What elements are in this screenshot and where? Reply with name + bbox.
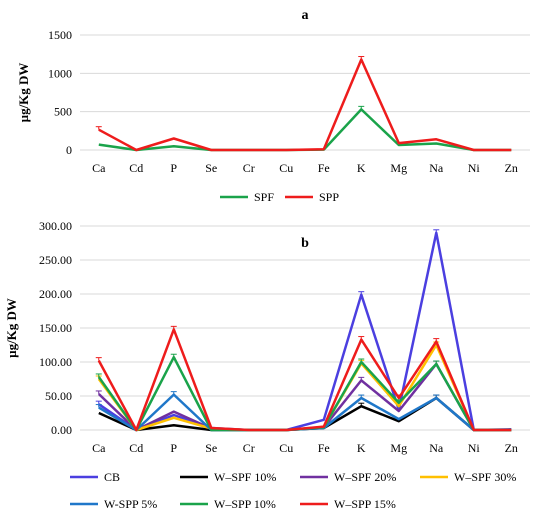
y-tick-label: 150.00 xyxy=(39,321,72,335)
chart-b: b 0.00 50.00 100.00 150.00 200.00 250.00 300.00… xyxy=(4,219,530,511)
x-tick-label: Zn xyxy=(505,161,518,175)
x-tick-label: Cr xyxy=(243,441,255,455)
y-axis-label: µg/Kg DW xyxy=(4,298,19,358)
x-tick-label: Ni xyxy=(468,441,481,455)
y-tick-label: 300.00 xyxy=(39,219,72,233)
series-line xyxy=(97,328,512,432)
legend: CB W–SPF 10% W–SPF 20% W–SPF 30% W-SPP 5% W–S… xyxy=(70,470,516,511)
x-tick-label: K xyxy=(357,441,366,455)
x-tick-label: Se xyxy=(205,161,217,175)
x-tick-label: Mg xyxy=(390,441,407,455)
y-tick-label: 1500 xyxy=(48,28,72,42)
legend-label: W-SPP 5% xyxy=(104,497,157,511)
x-tick-label: Cr xyxy=(243,161,255,175)
legend-label: W–SPF 10% xyxy=(214,470,276,484)
x-tick-label: Cd xyxy=(129,161,143,175)
x-tick-label: P xyxy=(170,161,177,175)
x-tick-label: Fe xyxy=(318,161,330,175)
y-axis-label: µg/Kg DW xyxy=(16,63,31,123)
x-tick-label: Na xyxy=(429,161,444,175)
legend-label: W–SPF 20% xyxy=(334,470,396,484)
y-tick-label: 100.00 xyxy=(39,355,72,369)
x-tick-label: Ni xyxy=(468,161,481,175)
legend-label: SPF xyxy=(254,190,274,204)
y-tick-label: 250.00 xyxy=(39,253,72,267)
y-tick-label: 0 xyxy=(66,143,72,157)
x-tick-label: Zn xyxy=(505,441,518,455)
y-tick-label: 200.00 xyxy=(39,287,72,301)
chart-title: a xyxy=(302,8,309,23)
legend-label: W–SPF 30% xyxy=(454,470,516,484)
x-tick-label: K xyxy=(357,161,366,175)
series-line xyxy=(98,58,512,152)
x-tick-label: Se xyxy=(205,441,217,455)
x-tick-label: Ca xyxy=(92,441,106,455)
chart-a: a 0 500 1000 1500 µg/Kg DW Ca Cd P Se Cr Cu Fe K Mg Na N… xyxy=(16,8,530,204)
legend-label: W–SPP 10% xyxy=(214,497,276,511)
legend-label: SPP xyxy=(319,190,339,204)
y-tick-label: 0.00 xyxy=(51,423,72,437)
x-tick-label: Cu xyxy=(279,161,293,175)
legend: SPF SPP xyxy=(220,190,339,204)
x-tick-label: Na xyxy=(429,441,444,455)
legend-label: W–SPP 15% xyxy=(334,497,396,511)
y-tick-label: 1000 xyxy=(48,66,72,80)
x-tick-label: Ca xyxy=(92,161,106,175)
x-tick-label: P xyxy=(170,441,177,455)
x-tick-label: Mg xyxy=(390,161,407,175)
y-tick-label: 50.00 xyxy=(45,389,72,403)
series-line xyxy=(98,231,512,432)
x-tick-label: Cu xyxy=(279,441,293,455)
legend-label: CB xyxy=(104,470,120,484)
x-tick-label: Cd xyxy=(129,441,143,455)
x-tick-label: Fe xyxy=(318,441,330,455)
chart-title: b xyxy=(301,236,309,251)
y-tick-label: 500 xyxy=(54,105,72,119)
